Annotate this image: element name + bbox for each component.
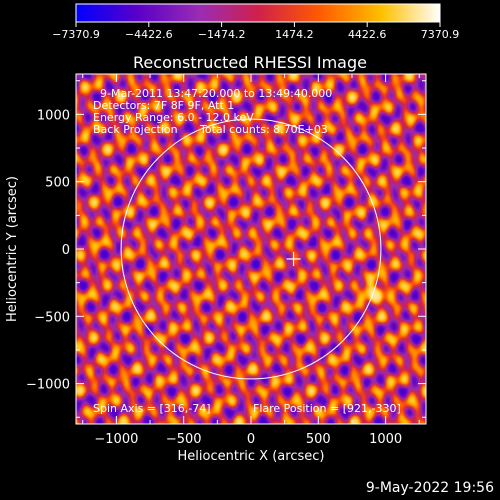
y-tick-label: 1000 — [37, 108, 70, 123]
annotation-time: 9-Mar-2011 13:47:20.000 to 13:49:40.000 — [100, 87, 332, 100]
x-tick-label: −1000 — [94, 432, 138, 447]
y-tick-label: −500 — [34, 310, 70, 325]
colorbar-tick-label: −4422.6 — [125, 28, 173, 41]
colorbar-ticks: −7370.9 −4422.6 −1474.2 1474.2 4422.6 7370.9 — [52, 22, 459, 41]
y-axis-label: Heliocentric Y (arcsec) — [5, 176, 20, 322]
heatmap-image — [76, 74, 426, 424]
solar-limb — [120, 118, 382, 380]
annotation-detectors: Detectors: 7F 8F 9F, Att 1 — [93, 99, 234, 112]
annotation-flare-position: Flare Position = [921,-330] — [253, 402, 401, 415]
x-axis-label: Heliocentric X (arcsec) — [178, 449, 325, 464]
colorbar-tick-label: −7370.9 — [52, 28, 100, 41]
x-tick-label: 0 — [247, 432, 255, 447]
x-tick-label: 500 — [306, 432, 331, 447]
colorbar-tick-label: 7370.9 — [421, 28, 460, 41]
x-tick-label: 1000 — [369, 432, 402, 447]
y-tick-label: 500 — [45, 176, 70, 191]
annotation-counts: Total counts: 8.70E+03 — [199, 123, 328, 136]
chart-title: Reconstructed RHESSI Image — [133, 53, 367, 72]
spin-axis-marker — [286, 251, 301, 266]
annotation-method: Back Projection — [93, 123, 178, 136]
y-tick-label: −1000 — [26, 378, 70, 393]
colorbar-tick-label: −1474.2 — [198, 28, 246, 41]
y-tick-label: 0 — [62, 243, 70, 258]
x-axis-ticks: −1000 −500 0 500 1000 — [82, 74, 420, 447]
x-tick-label: −500 — [166, 432, 202, 447]
annotation-energy: Energy Range: 6.0 - 12.0 keV — [93, 111, 254, 124]
colorbar — [75, 3, 441, 23]
footer-date: 9-May-2022 19:56 — [365, 480, 494, 496]
colorbar-tick-label: 4422.6 — [348, 28, 387, 41]
colorbar-tick-label: 1474.2 — [275, 28, 314, 41]
annotation-spin-axis: Spin Axis = [316,-74] — [93, 402, 211, 415]
y-axis-ticks: −1000 −500 0 500 1000 — [26, 80, 426, 418]
